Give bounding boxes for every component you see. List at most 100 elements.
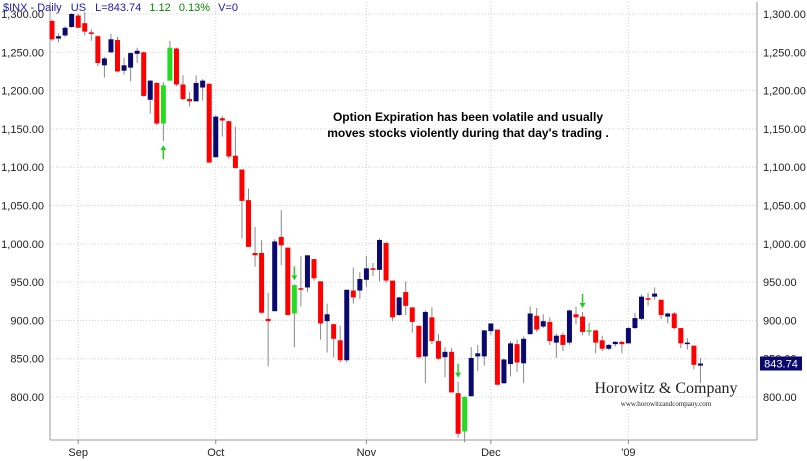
candle [69,13,75,28]
candle-body [475,353,481,357]
candle-body [553,335,559,343]
candle-body [422,311,428,357]
candle [593,330,599,354]
candle [553,333,559,358]
candle-body [298,288,304,290]
x-tick-label: Dec [481,447,501,459]
candle [324,303,330,353]
candle [462,396,468,443]
candle [396,296,402,316]
brand-name: Horowitz & Company [594,380,737,397]
candle [285,247,291,316]
candle [200,79,206,101]
candle [501,358,507,384]
last-price-box-label: 843.74 [764,358,798,370]
candle [390,280,396,322]
candle [134,47,140,64]
y-tick-label-right: 1,200.00 [763,86,806,98]
candle-body [547,321,553,342]
candle [468,347,474,397]
y-tick-label-right: 1,150.00 [763,124,806,136]
candle [101,56,107,78]
candle [377,238,382,282]
candle [88,29,94,41]
candle-body [396,297,402,316]
y-tick-label-left: 1,300.00 [1,9,44,21]
candle [488,323,494,335]
candle-body [514,344,520,363]
candle-body [521,338,527,364]
candle [311,259,317,281]
candle-body [449,351,455,393]
candle [357,272,363,299]
candle [527,306,533,335]
candle [219,115,225,137]
candle-body [429,317,435,342]
candle [645,292,651,306]
last-price-box [760,356,802,371]
candle-body [606,344,612,349]
x-axis-labels: Sep Oct Nov Dec '09 [68,440,636,459]
y-tick-label-left: 1,250.00 [1,47,44,59]
y-tick-label-right: 800.00 [763,392,797,404]
candle-body [691,345,697,365]
candle [160,82,166,142]
candle [49,19,55,41]
candle-body [324,314,330,322]
candle [95,35,101,67]
candle-body [62,27,68,36]
candle-body [370,268,376,270]
candle-body [128,53,134,68]
candle-body [586,330,592,332]
candle-body [632,318,638,329]
candle-body [226,121,232,157]
candle [304,255,310,293]
candle [632,312,638,329]
candle-body [160,85,166,124]
candle [639,294,644,321]
candle-body [265,318,271,322]
candle-body [206,83,212,163]
candle [455,381,461,438]
candle-body [625,328,631,344]
candle-body [154,82,160,124]
candle [337,325,343,363]
candle-body [697,363,703,366]
candle-body [377,239,382,270]
candle-body [95,36,101,64]
x-tick-label: Sep [68,447,88,459]
annotation-line-1: Option Expiration has been volatile and … [333,110,603,124]
arrow-down-icon [455,372,462,378]
candle-body [141,52,147,96]
candle [612,341,618,347]
candle-body [435,341,441,359]
candle-body [108,39,114,53]
candle [625,327,631,344]
candle-body [540,321,546,327]
candle [665,312,671,324]
candle-body [167,47,173,81]
candle [416,325,422,359]
grid [49,2,758,441]
candle [370,262,376,276]
candle [566,309,572,345]
candle-body [455,393,461,434]
candle [599,335,605,352]
candle-body [671,313,677,329]
candle [298,256,304,307]
candle-body [488,323,494,332]
candle-body [527,313,533,335]
candle-body [501,359,507,384]
candle-body [363,268,369,280]
expiration-arrows [160,145,586,378]
candle [115,36,120,73]
candle-body [468,357,474,397]
y-tick-label-left: 850.00 [10,354,44,366]
candle [246,188,251,247]
candle-body [560,334,566,345]
candle [684,338,690,350]
y-tick-label-right: 1,000.00 [763,239,806,251]
candle [435,334,441,361]
candle [62,26,68,37]
